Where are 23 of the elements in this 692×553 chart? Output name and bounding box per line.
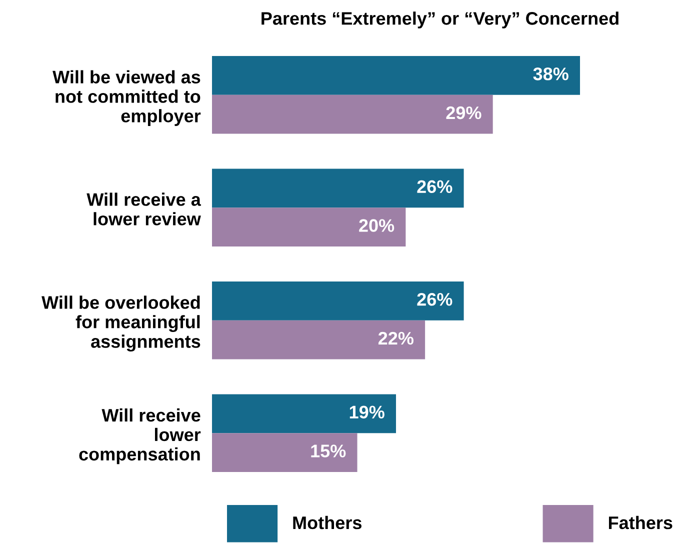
bar <box>212 94 493 134</box>
data-label: 15% <box>311 444 346 458</box>
y-tick-label: Will be overlooked for meaningful assignments <box>42 296 200 352</box>
legend-label: Mothers <box>293 516 362 530</box>
data-label: 26% <box>417 180 452 194</box>
bar <box>212 168 464 208</box>
data-label: 20% <box>359 219 394 232</box>
bar <box>212 394 396 434</box>
y-tick-label: Will receive a lower review <box>86 192 202 226</box>
legend-label: Fathers <box>608 516 672 530</box>
bar <box>212 433 358 472</box>
y-tick-label: Will receive lower compensation <box>79 408 201 464</box>
chart-title: Parents “Extremely” or “Very” Concerned <box>262 12 618 28</box>
data-label: 19% <box>350 406 384 419</box>
data-label: 38% <box>533 68 568 80</box>
bar <box>212 320 426 360</box>
bar <box>212 56 580 95</box>
y-tick-label: Will be viewed as not committed to employer <box>52 70 201 126</box>
data-label: 22% <box>378 332 414 345</box>
bar <box>212 281 464 320</box>
bar <box>212 208 406 247</box>
data-label: 29% <box>446 106 482 120</box>
data-label: 26% <box>417 292 452 306</box>
